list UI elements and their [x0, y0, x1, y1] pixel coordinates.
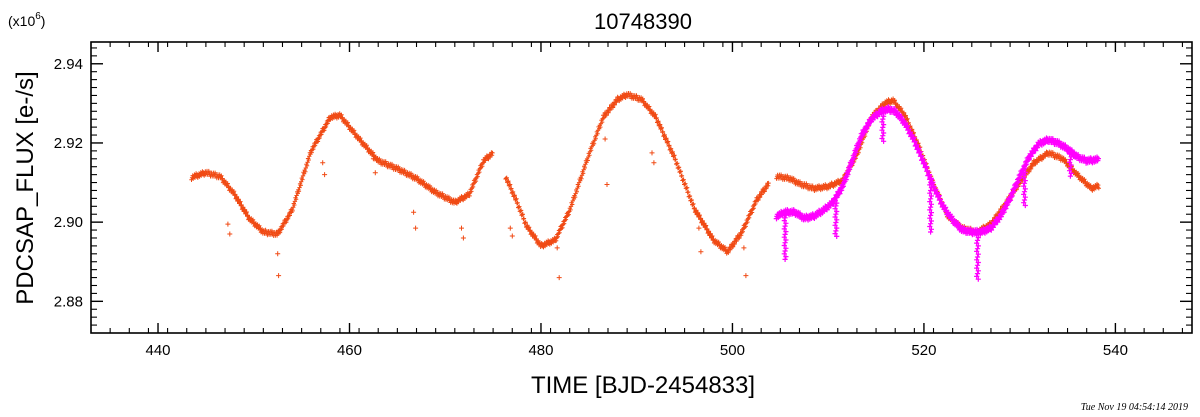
series-orange — [189, 91, 1101, 281]
y-tick-label: 2.94 — [54, 56, 83, 73]
x-tick-label: 440 — [146, 342, 171, 359]
dip-points — [781, 108, 1074, 282]
series-points — [773, 104, 1101, 238]
outlier-points — [225, 136, 749, 281]
chart-title: 10748390 — [594, 9, 692, 34]
x-axis-label: TIME [BJD-2454833] — [531, 372, 755, 399]
y-tick-label: 2.92 — [54, 135, 83, 152]
axis-ticks: 440 460 480 500 520 540 2.88 2.90 2.92 2.94 — [54, 42, 1192, 359]
plot-frame — [90, 41, 1193, 334]
x-tick-label: 520 — [911, 342, 936, 359]
timestamp: Tue Nov 19 04:54:14 2019 — [1081, 402, 1188, 413]
series-magenta — [773, 104, 1101, 282]
y-multiplier-label: (x106) — [8, 11, 45, 29]
y-axis-label: PDCSAP_FLUX [e-/s] — [12, 71, 39, 304]
y-tick-label: 2.88 — [54, 293, 83, 310]
series-points — [189, 111, 495, 238]
y-tick-label: 2.90 — [54, 214, 83, 231]
data-points — [189, 91, 1101, 282]
x-tick-label: 540 — [1103, 342, 1128, 359]
x-tick-label: 460 — [337, 342, 362, 359]
x-tick-label: 500 — [720, 342, 745, 359]
x-tick-label: 480 — [528, 342, 553, 359]
series-points — [503, 91, 771, 256]
